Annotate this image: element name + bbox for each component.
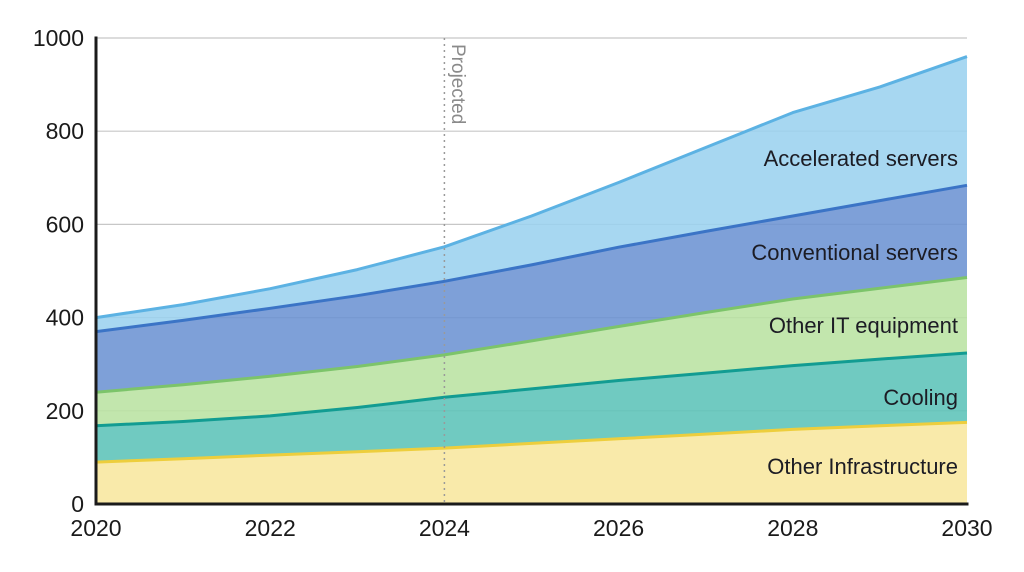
y-tick-label-800: 800: [46, 118, 84, 144]
projected-label: Projected: [447, 44, 468, 124]
area-border-lines: [95, 55, 968, 464]
axes: [94, 36, 969, 506]
x-axis-tick-labels: 2020 2022 2024 2026 2028 2030: [70, 515, 992, 541]
y-tick-label-200: 200: [46, 398, 84, 424]
label-accelerated-servers: Accelerated servers: [764, 146, 958, 171]
border-other-infrastructure: [95, 420, 968, 464]
y-tick-label-0: 0: [71, 491, 84, 517]
label-conventional-servers: Conventional servers: [751, 240, 958, 265]
y-tick-label-1000: 1000: [33, 25, 84, 51]
x-tick-label-2024: 2024: [419, 515, 470, 541]
x-tick-label-2028: 2028: [767, 515, 818, 541]
area-other-infrastructure: [96, 422, 967, 504]
x-tick-label-2022: 2022: [245, 515, 296, 541]
border-cooling: [95, 351, 968, 428]
label-other-infrastructure: Other Infrastructure: [767, 454, 958, 479]
area-conventional-servers: [96, 185, 967, 393]
border-conventional-servers: [95, 183, 968, 334]
area-accelerated-servers: [96, 56, 967, 332]
y-axis-tick-labels: 0 200 400 600 800 1000: [33, 25, 84, 517]
border-accelerated-servers: [95, 55, 968, 320]
x-tick-label-2026: 2026: [593, 515, 644, 541]
y-tick-label-400: 400: [46, 305, 84, 331]
stacked-areas: [96, 56, 967, 504]
border-other-it-equipment: [95, 276, 968, 394]
y-tick-label-600: 600: [46, 211, 84, 237]
x-tick-label-2020: 2020: [70, 515, 121, 541]
label-other-it-equipment: Other IT equipment: [769, 313, 958, 338]
area-other-it-equipment: [96, 277, 967, 426]
area-cooling: [96, 353, 967, 463]
series-labels: Accelerated servers Conventional servers…: [751, 146, 958, 479]
label-cooling: Cooling: [883, 385, 958, 410]
x-tick-label-2030: 2030: [941, 515, 992, 541]
